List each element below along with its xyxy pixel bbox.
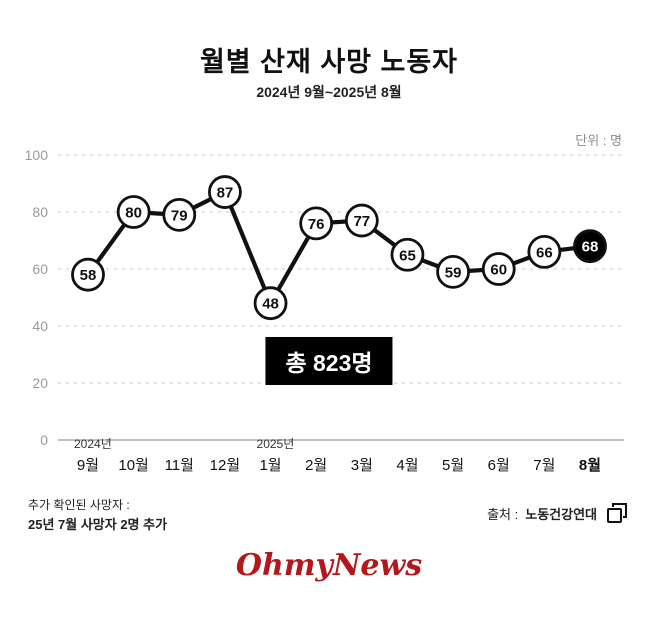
chart-line <box>85 189 593 306</box>
y-tick-label: 100 <box>25 147 49 163</box>
x-tick-label: 3월 <box>351 457 373 474</box>
x-tick-label: 12월 <box>210 457 241 474</box>
y-tick-label: 0 <box>40 432 48 448</box>
data-point <box>162 197 197 232</box>
data-point-value: 79 <box>171 207 188 224</box>
y-tick-label: 80 <box>32 204 48 220</box>
data-point <box>208 175 242 209</box>
y-tick-label: 60 <box>32 261 48 277</box>
x-tick-label: 9월 <box>77 457 99 474</box>
data-point <box>116 195 151 229</box>
data-point <box>299 206 334 241</box>
x-tick-label: 5월 <box>442 457 464 474</box>
year-label: 2025년 <box>257 437 295 451</box>
source-prefix: 출처 : <box>487 506 519 522</box>
x-tick-label: 1월 <box>259 457 281 474</box>
data-point <box>390 237 425 272</box>
source-name: 노동건강연대 <box>525 506 597 522</box>
data-point-value: 76 <box>308 216 325 233</box>
year-label: 2024년 <box>74 437 112 451</box>
data-point-value: 65 <box>399 247 416 264</box>
monthly-deaths-line-chart: 0 20 40 60 80 100 58 80 79 87 48 76 77 65 59 60 66 68 9월 10… <box>25 147 624 474</box>
data-point <box>481 252 516 286</box>
footnote-line1: 추가 확인된 사망자 : <box>28 498 130 512</box>
unit-label: 단위 : 명 <box>575 133 622 148</box>
data-point <box>527 235 562 269</box>
footnote-line2: 25년 7월 사망자 2명 추가 <box>28 517 168 533</box>
data-point <box>253 286 288 321</box>
data-point-value: 58 <box>80 267 97 284</box>
data-point <box>71 257 105 292</box>
page-subtitle: 2024년 9월~2025년 8월 <box>256 84 402 100</box>
total-annotation: 총 823명 <box>265 337 393 385</box>
y-tick-label: 20 <box>32 375 48 391</box>
footnote: 추가 확인된 사망자 : 25년 7월 사망자 2명 추가 <box>28 496 167 536</box>
x-tick-label: 8월 <box>579 457 601 474</box>
data-point-value: 77 <box>353 213 370 230</box>
x-tick-label: 6월 <box>488 457 510 474</box>
x-tick-label: 7월 <box>533 457 555 474</box>
x-tick-label: 11월 <box>165 457 194 474</box>
data-point-value: 87 <box>217 185 234 202</box>
data-point <box>344 203 379 238</box>
x-tick-label: 2월 <box>305 457 327 474</box>
x-tick-label: 10월 <box>118 457 149 474</box>
ohmynews-logo: OhmyNews <box>235 548 423 583</box>
data-point-value: 66 <box>536 244 553 261</box>
y-tick-label: 40 <box>32 318 48 334</box>
data-point-value: 80 <box>125 205 142 222</box>
source: 출처 : 노동건강연대 <box>487 500 630 526</box>
overlapping-squares-icon <box>604 500 630 526</box>
data-point-value: 59 <box>445 264 462 281</box>
data-point-value: 48 <box>262 296 279 313</box>
x-tick-label: 4월 <box>396 457 418 474</box>
page-title: 월별 산재 사망 노동자 <box>199 47 459 77</box>
data-point <box>436 254 470 289</box>
data-point <box>573 229 607 264</box>
data-point-value: 68 <box>582 239 599 256</box>
data-point-value: 60 <box>490 262 507 279</box>
